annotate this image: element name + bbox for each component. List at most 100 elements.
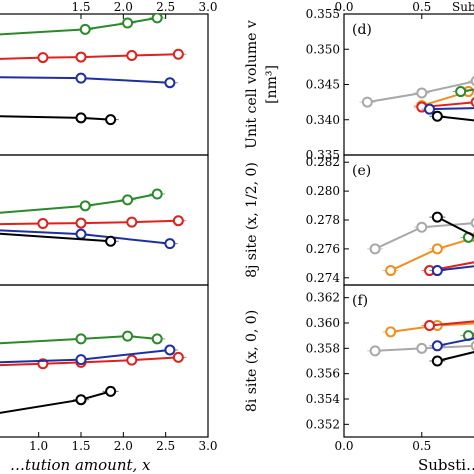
bottom-tick-label: 1.5: [71, 439, 90, 453]
text-layer: 1.52.02.53.01.01.52.02.53.00.00.51.0Subs…: [29, 0, 474, 453]
y-tick-label: 0.274: [306, 271, 341, 285]
series-line: [367, 80, 474, 104]
data-point: [431, 211, 443, 223]
data-point: [424, 103, 436, 115]
y-tick-label: 0.350: [306, 42, 340, 56]
bottom-tick-label: 3.0: [198, 439, 217, 453]
series-line: [421, 101, 474, 109]
y-tick-label: 0.340: [306, 113, 340, 127]
data-point: [431, 110, 443, 122]
data-point: [75, 217, 87, 229]
data-point: [455, 86, 467, 98]
data-point: [369, 243, 381, 255]
left-x-axis-label: …tution amount, x: [10, 456, 151, 474]
data-point: [431, 340, 443, 352]
data-point: [126, 216, 138, 228]
data-point: [105, 114, 117, 126]
top-tick-label: 2.5: [156, 0, 175, 14]
series-line: [429, 320, 474, 327]
data-point: [75, 228, 87, 240]
series-line: [460, 88, 474, 93]
series-line: [0, 193, 158, 214]
data-point: [75, 354, 87, 366]
panel-frame-left-top: [0, 13, 209, 156]
data-point: [470, 75, 474, 86]
data-point: [361, 96, 373, 108]
series-line: [374, 222, 474, 250]
bottom-tick-label: 2.0: [114, 439, 133, 453]
data-point: [172, 48, 184, 60]
series-line: [0, 219, 179, 226]
bottom-tick-label: 0.5: [412, 439, 431, 453]
y-tick-label: 0.354: [306, 392, 341, 406]
series-line: [436, 216, 474, 237]
data-point: [416, 342, 428, 354]
y-tick-label: 0.362: [306, 291, 340, 305]
data-point: [164, 344, 176, 356]
data-point: [122, 17, 134, 29]
data-point: [105, 385, 117, 397]
data-point: [470, 217, 474, 228]
series-group-left-top: [0, 14, 187, 126]
data-point: [369, 345, 381, 357]
y-tick-label: 0.282: [306, 155, 340, 169]
data-point: [75, 333, 87, 345]
bottom-tick-label: 0.0: [334, 439, 353, 453]
data-point: [37, 52, 49, 64]
series-line: [0, 115, 111, 121]
data-point: [431, 265, 443, 277]
data-point: [172, 215, 184, 227]
panel-title: (f): [352, 293, 368, 309]
series-line: [421, 89, 474, 107]
series-line: [0, 232, 111, 243]
bottom-tick-label: 1.0: [29, 439, 48, 453]
top-tick-label: 0.5: [412, 0, 431, 14]
bottom-tick-label: 2.5: [156, 439, 175, 453]
series-line: [0, 390, 111, 414]
series-group-right-e: [367, 211, 474, 277]
y-tick-label: 0.356: [306, 367, 340, 381]
data-point: [164, 77, 176, 89]
data-point: [75, 394, 87, 406]
series-line: [0, 335, 158, 345]
series-line: [437, 337, 474, 347]
y-tick-label: 0.276: [306, 242, 340, 256]
y-axis-unit: [nm³]: [264, 65, 280, 104]
y-axis-label: 8i site (x, 0, 0): [244, 310, 260, 412]
series-line: [0, 53, 179, 60]
top-tick-label: 2.0: [114, 0, 133, 14]
data-point: [37, 218, 49, 230]
y-tick-label: 0.278: [306, 213, 340, 227]
top-tick-label: 0.0: [334, 0, 353, 14]
right-x-axis-label: Substi…: [418, 456, 474, 474]
series-line: [429, 107, 474, 111]
series-line: [0, 16, 158, 36]
y-tick-label: 0.352: [306, 417, 340, 431]
series-line: [390, 322, 474, 333]
data-point: [75, 51, 87, 63]
y-tick-label: 0.280: [306, 184, 340, 198]
y-axis-label: 8j site (x, 1/2, 0): [244, 162, 260, 278]
data-point: [385, 265, 397, 277]
y-tick-label: 0.355: [306, 7, 340, 21]
top-tick-label: 1.5: [71, 0, 90, 14]
top-tick-label: 3.0: [198, 0, 217, 14]
data-point: [75, 72, 87, 84]
data-point: [431, 355, 443, 367]
series-line: [437, 265, 474, 272]
data-point: [79, 23, 91, 35]
data-point: [105, 235, 117, 247]
y-axis-label: Unit cell volume v: [244, 20, 260, 149]
series-line: [429, 261, 474, 272]
data-point: [122, 330, 134, 342]
panel-frame-right-f: [343, 284, 474, 438]
data-point: [431, 243, 443, 255]
series-group-left-middle: [0, 188, 187, 250]
data-point: [424, 320, 436, 332]
data-point: [416, 87, 428, 99]
series-line: [437, 351, 474, 362]
y-tick-label: 0.358: [306, 341, 340, 355]
data-point: [416, 221, 428, 233]
top-axis-label: Subst…: [452, 0, 474, 14]
